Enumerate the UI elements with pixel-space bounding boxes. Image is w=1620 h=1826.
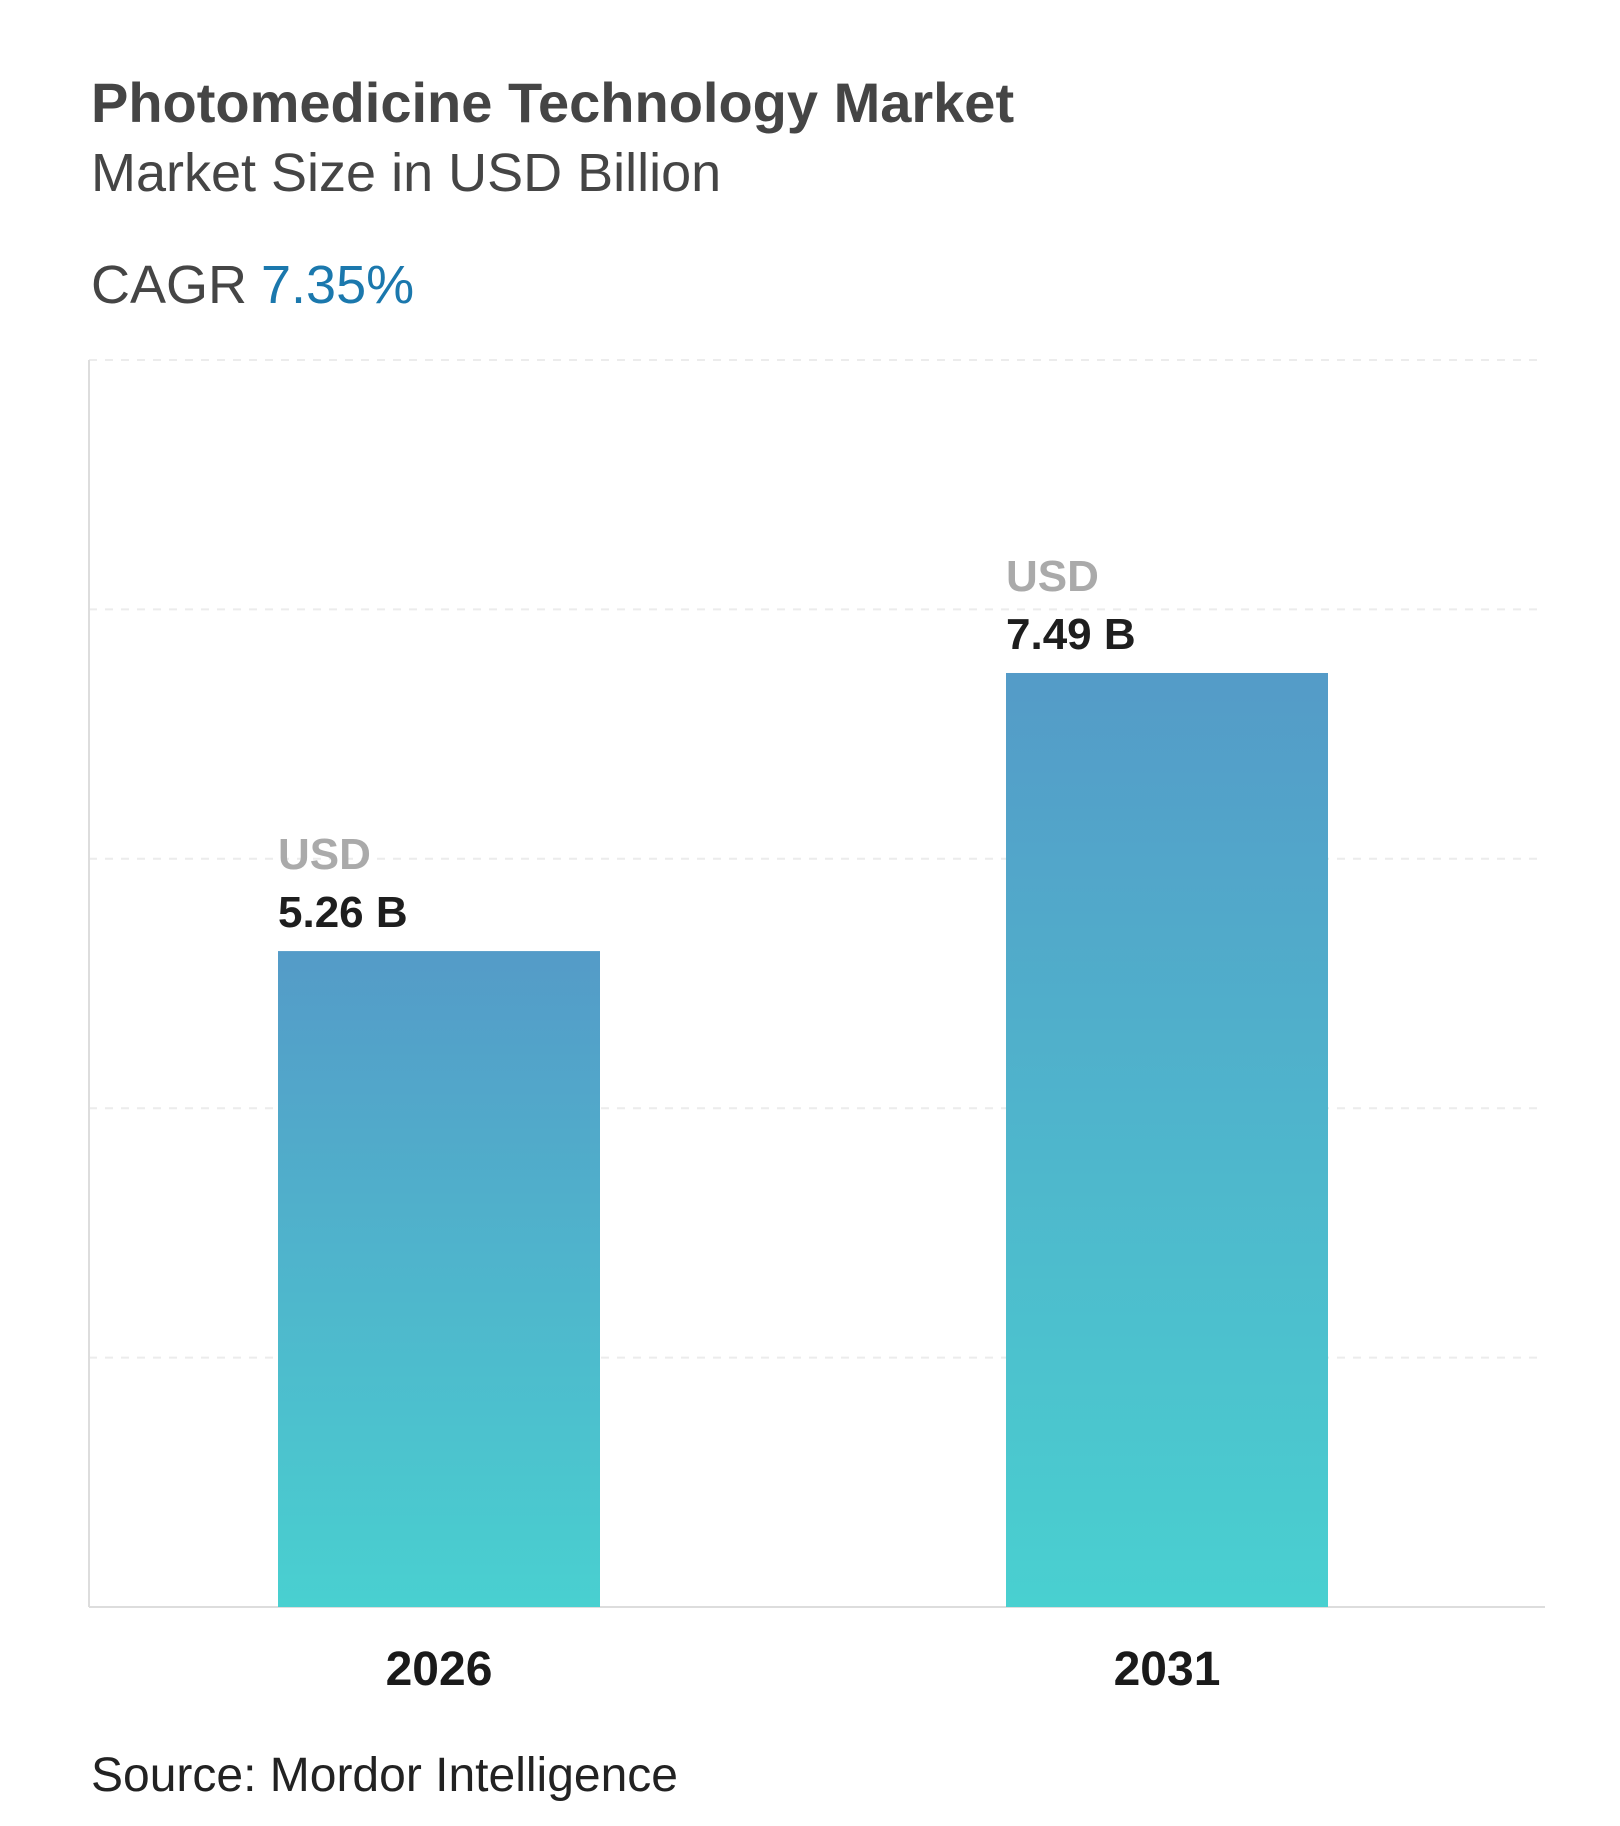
source-note: Source: Mordor Intelligence xyxy=(91,1749,678,1802)
chart-subtitle: Market Size in USD Billion xyxy=(91,143,722,203)
x-tick-label-2026: 2026 xyxy=(386,1643,493,1696)
cagr-line: CAGR 7.35% xyxy=(91,254,414,316)
bar-2031 xyxy=(1006,672,1328,1607)
cagr-label: CAGR xyxy=(91,255,248,315)
value-label-2031: 7.49 B xyxy=(1006,610,1136,659)
value-prefix-2026: USD xyxy=(278,830,371,879)
bar-2026 xyxy=(278,951,600,1607)
value-label-2026: 5.26 B xyxy=(278,888,408,937)
cagr-value: 7.35% xyxy=(261,255,415,315)
x-tick-label-2031: 2031 xyxy=(1114,1643,1221,1696)
value-prefix-2031: USD xyxy=(1006,552,1099,601)
chart-title: Photomedicine Technology Market xyxy=(91,71,1015,134)
